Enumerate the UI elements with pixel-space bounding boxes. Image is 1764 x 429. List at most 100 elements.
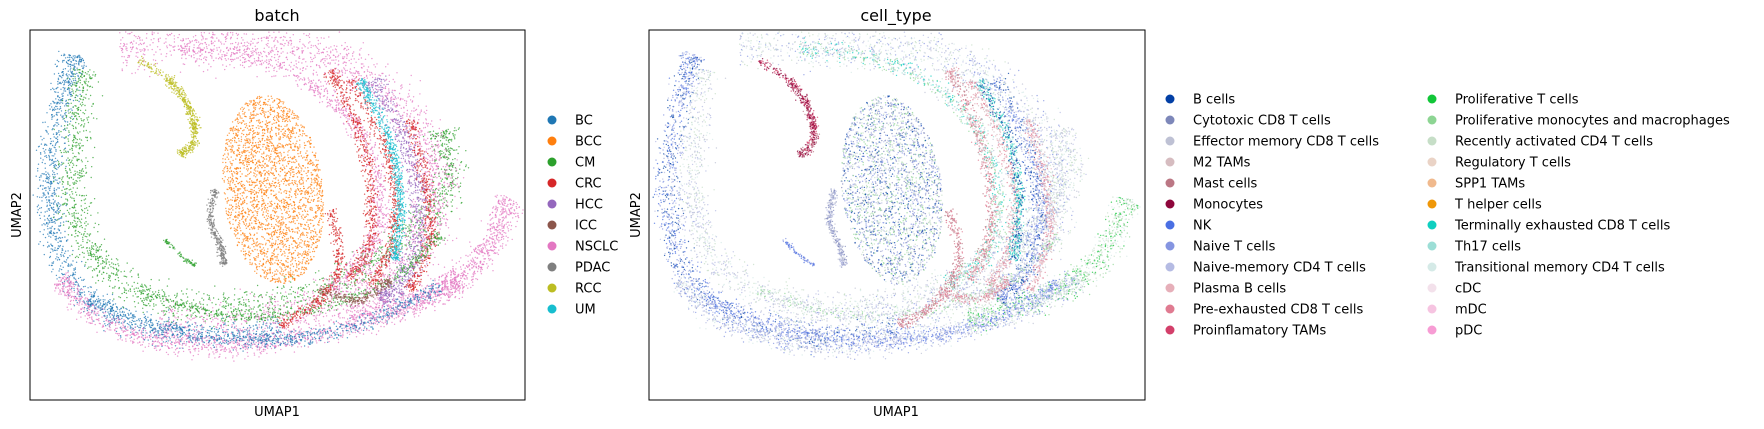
scatter-point <box>436 192 439 194</box>
scatter-point <box>171 308 174 311</box>
scatter-point <box>350 282 353 284</box>
scatter-point <box>43 223 45 225</box>
scatter-point <box>444 173 446 176</box>
scatter-point <box>168 44 171 46</box>
scatter-point <box>68 56 71 58</box>
scatter-point <box>429 172 431 174</box>
scatter-point <box>171 306 173 308</box>
scatter-point <box>50 88 52 91</box>
scatter-point <box>167 34 169 37</box>
scatter-point <box>120 328 122 330</box>
scatter-point <box>353 278 356 280</box>
scatter-point <box>362 63 364 65</box>
scatter-point <box>132 46 134 48</box>
scatter-point <box>111 262 113 264</box>
scatter-point <box>224 307 227 310</box>
scatter-point <box>439 150 441 153</box>
scatter-point <box>86 308 88 310</box>
scatter-point <box>102 267 104 270</box>
scatter-point <box>411 110 413 112</box>
scatter-point <box>235 311 238 313</box>
scatter-point <box>142 292 144 295</box>
scatter-point <box>87 160 89 163</box>
scatter-point <box>62 74 64 77</box>
scatter-point <box>401 86 403 89</box>
scatter-point <box>421 231 423 233</box>
scatter-point <box>317 50 320 52</box>
scatter-point <box>252 42 254 44</box>
scatter-point <box>341 74 344 77</box>
scatter-point <box>449 152 452 155</box>
scatter-point <box>452 164 455 166</box>
scatter-point <box>87 254 90 256</box>
scatter-point <box>161 332 163 334</box>
scatter-point <box>129 288 131 290</box>
scatter-point <box>166 333 168 335</box>
scatter-point <box>76 131 79 133</box>
scatter-point <box>364 58 367 60</box>
scatter-point <box>91 294 93 296</box>
scatter-point <box>452 163 455 165</box>
scatter-point <box>101 260 104 262</box>
scatter-point <box>448 138 451 141</box>
scatter-point <box>442 239 444 241</box>
scatter-point <box>390 99 392 101</box>
scatter-point <box>136 48 138 50</box>
scatter-point <box>213 342 215 344</box>
scatter-point <box>46 178 49 180</box>
scatter-point <box>220 41 222 43</box>
scatter-point <box>55 164 57 167</box>
scatter-point <box>290 305 293 307</box>
scatter-point <box>419 145 421 147</box>
scatter-point <box>88 98 90 100</box>
scatter-point <box>65 81 68 83</box>
scatter-point <box>143 289 145 291</box>
scatter-point <box>374 77 377 79</box>
scatter-point <box>210 66 212 68</box>
scatter-point <box>57 95 59 98</box>
scatter-point <box>142 329 145 331</box>
scatter-point <box>172 320 175 323</box>
scatter-point <box>131 31 133 34</box>
scatter-point <box>265 55 267 57</box>
scatter-point <box>446 169 448 171</box>
scatter-point <box>265 304 267 306</box>
scatter-point <box>328 55 330 57</box>
scatter-point <box>85 136 87 138</box>
scatter-point <box>133 290 136 293</box>
scatter-point <box>347 48 350 51</box>
scatter-point <box>69 111 72 113</box>
scatter-point <box>68 177 70 179</box>
scatter-point <box>83 252 85 254</box>
scatter-point <box>235 32 238 35</box>
scatter-point <box>409 83 411 86</box>
scatter-point <box>448 172 450 175</box>
scatter-point <box>292 53 294 55</box>
scatter-point <box>320 37 322 39</box>
scatter-point <box>302 58 304 60</box>
scatter-point <box>205 340 207 342</box>
scatter-point <box>65 259 68 261</box>
scatter-point <box>71 70 74 73</box>
scatter-point <box>394 262 397 264</box>
scatter-point <box>51 114 53 116</box>
scatter-point <box>253 293 256 295</box>
scatter-point <box>360 47 362 50</box>
scatter-point <box>442 165 444 168</box>
scatter-point <box>65 111 67 114</box>
scatter-point <box>75 203 77 205</box>
scatter-point <box>201 39 203 41</box>
scatter-point <box>226 331 229 333</box>
scatter-point <box>75 232 77 235</box>
scatter-point <box>66 73 68 75</box>
scatter-point <box>459 218 461 220</box>
scatter-point <box>411 216 414 218</box>
scatter-point <box>310 46 312 49</box>
scatter-point <box>84 265 86 267</box>
scatter-point <box>52 116 54 118</box>
scatter-point <box>54 153 56 155</box>
scatter-point <box>80 218 83 220</box>
scatter-point <box>283 295 286 298</box>
scatter-point <box>432 170 434 172</box>
scatter-point <box>212 310 214 312</box>
